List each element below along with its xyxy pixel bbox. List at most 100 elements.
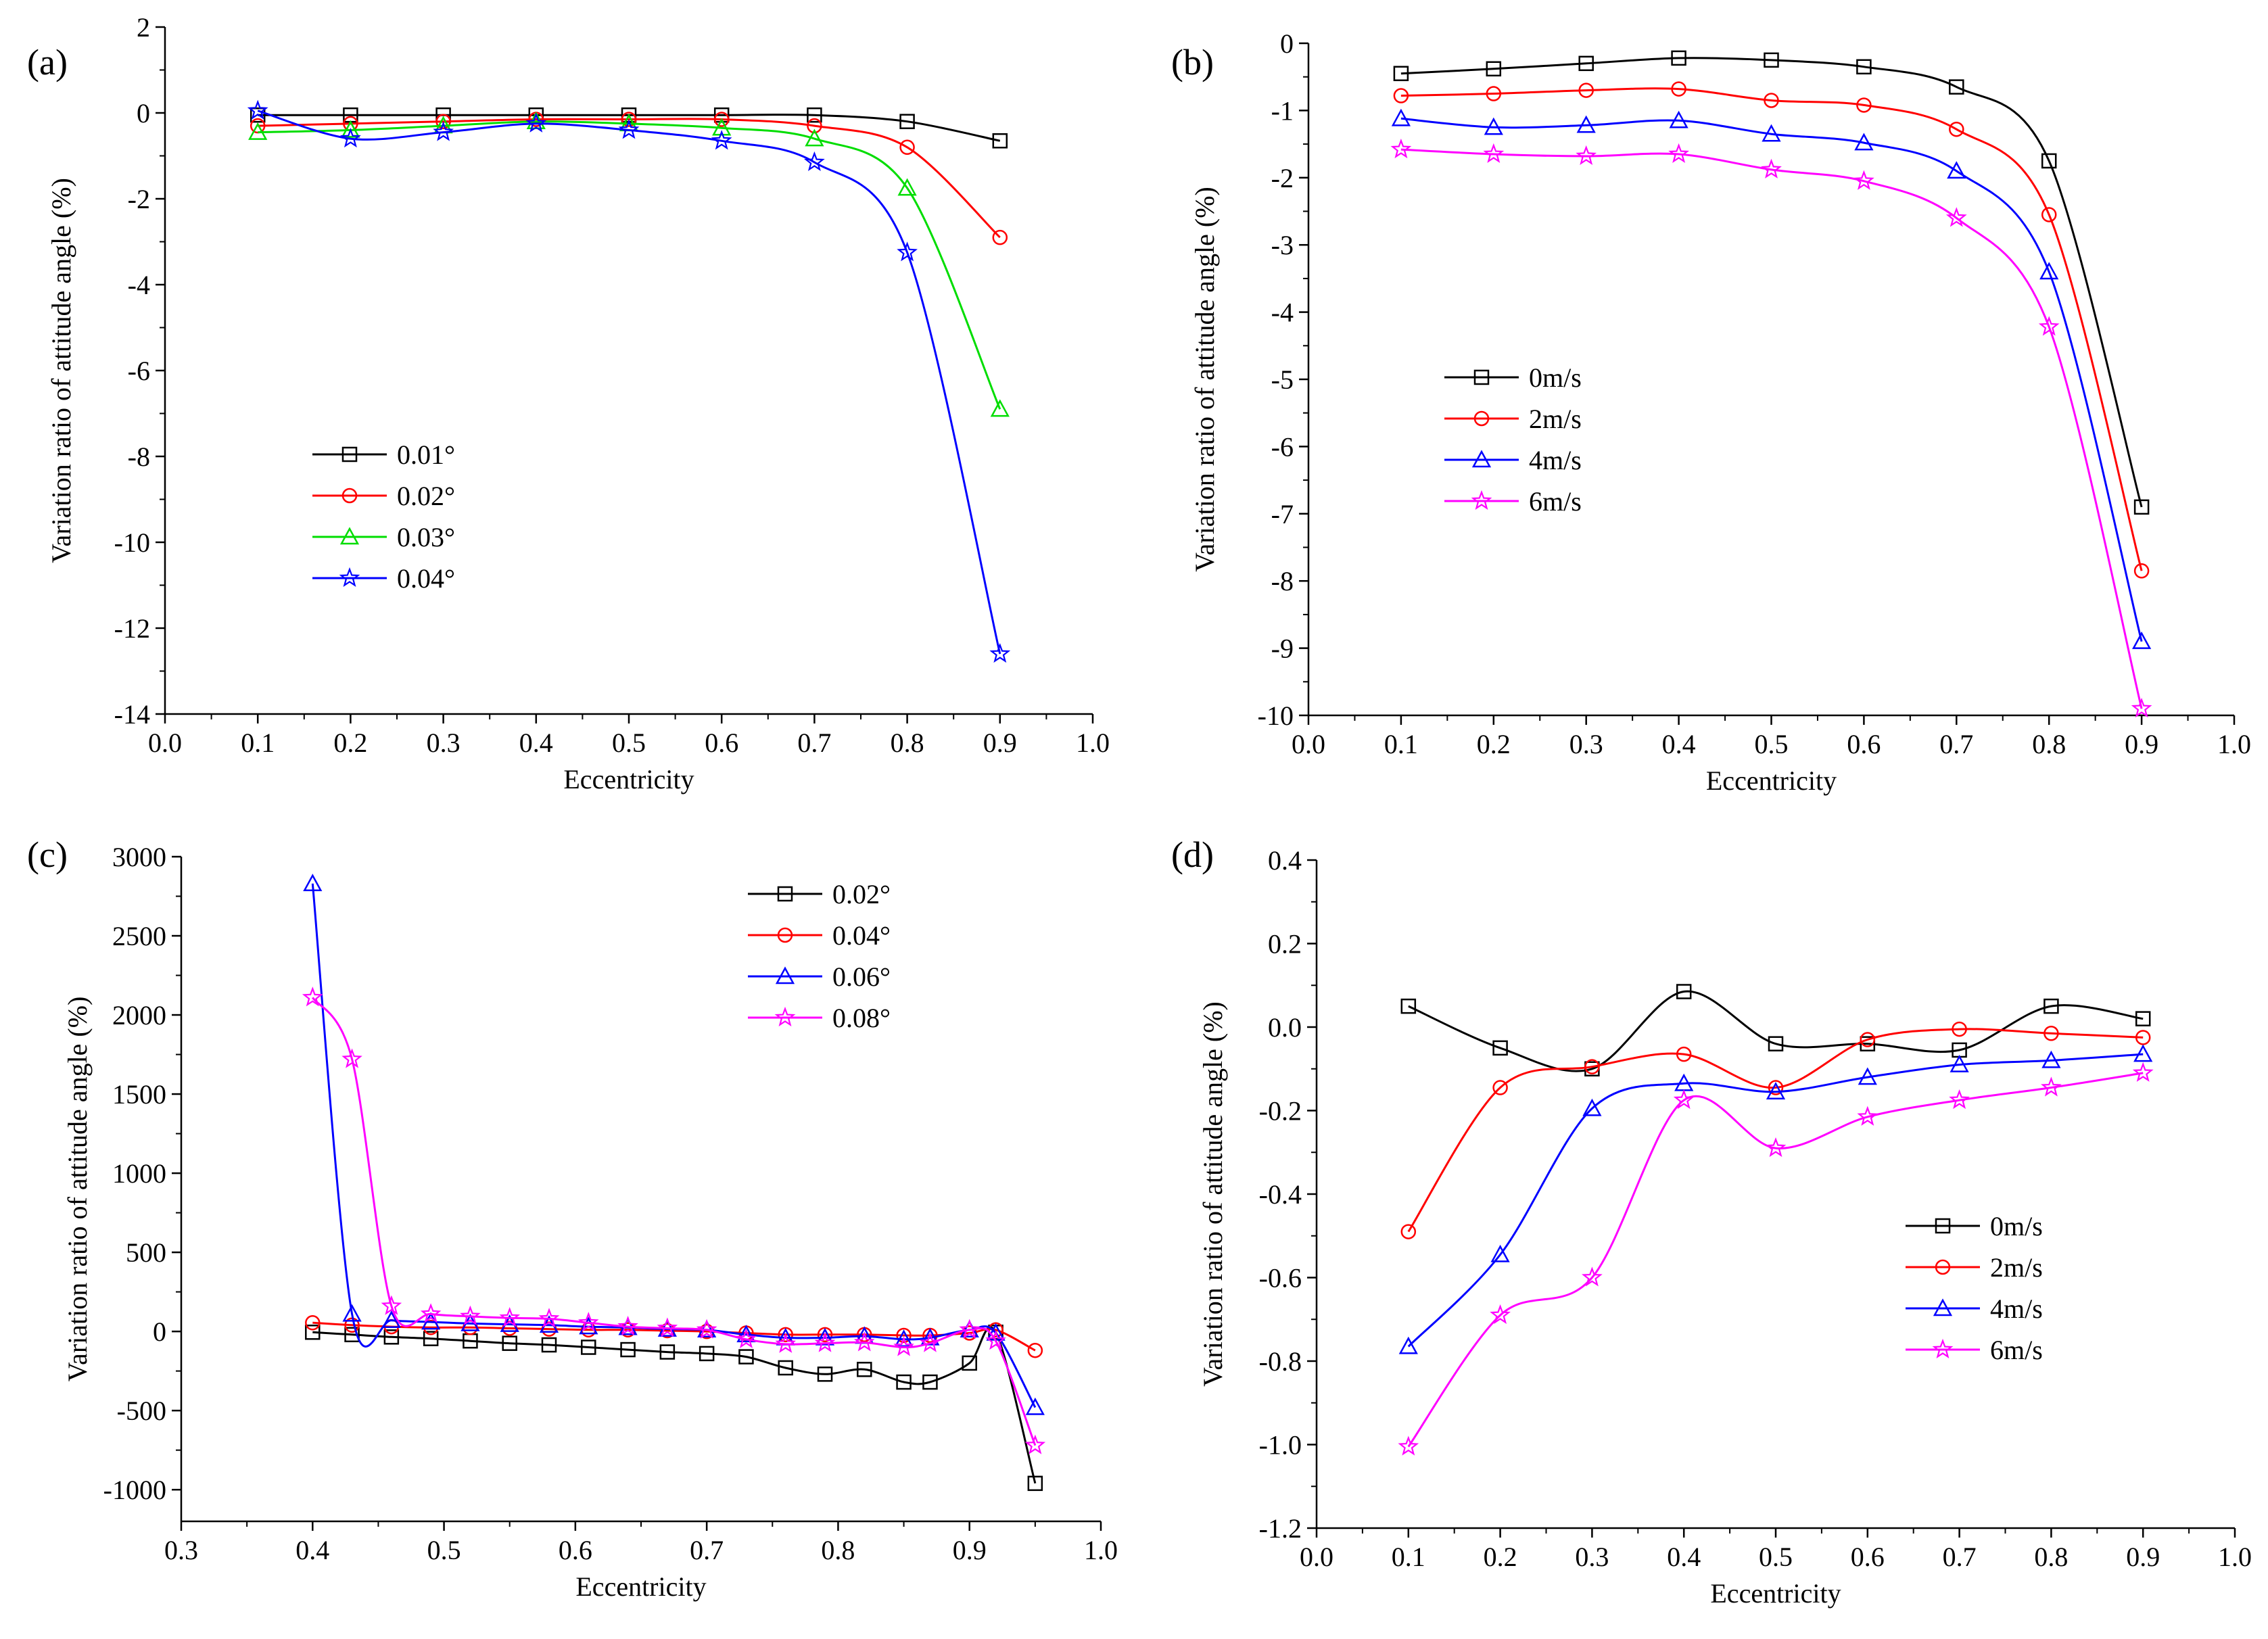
- data-point: [985, 1330, 1006, 1350]
- data-point: [525, 112, 547, 133]
- y-tick-label: 0: [153, 1316, 166, 1347]
- data-point: [807, 118, 822, 134]
- data-point: [992, 229, 1008, 245]
- y-tick-label: 0.2: [1268, 929, 1302, 959]
- y-tick-label: -12: [114, 613, 150, 644]
- data-point: [1671, 81, 1686, 97]
- panel-c: (c) 0.3 0.4 0.5 0.6 0.7 0.8 0.9 1.0 -1000 -500 0 500…: [27, 834, 1118, 1602]
- data-point: [1486, 61, 1502, 77]
- legend-label: 0m/s: [1529, 362, 1582, 393]
- data-point: [617, 1315, 638, 1336]
- data-point: [581, 1339, 596, 1355]
- series-line-2: [258, 120, 1001, 410]
- x-tick-label: 0.0: [1292, 729, 1325, 759]
- data-point: [1761, 158, 1782, 179]
- data-point: [1669, 110, 1688, 128]
- data-point: [962, 1355, 977, 1371]
- legend-label: 6m/s: [1529, 486, 1582, 517]
- series-line-1: [258, 118, 1001, 239]
- x-tick-label: 0.3: [164, 1535, 198, 1565]
- data-point: [775, 1333, 797, 1353]
- x-tick-label: 0.8: [2034, 1542, 2068, 1572]
- y-tick-label: 0: [1280, 28, 1294, 59]
- data-point: [922, 1374, 938, 1390]
- data-point: [2041, 153, 2057, 169]
- series-line-2: [1400, 117, 2143, 642]
- legend-label: 0.04°: [832, 920, 891, 951]
- y-tick-label: -4: [1271, 298, 1294, 328]
- legend-marker: [1932, 1338, 1954, 1359]
- y-axis-label: Variation ratio of attitude angle (%): [1198, 1001, 1228, 1387]
- y-tick-label: -14: [114, 699, 150, 730]
- x-tick-label: 0.9: [953, 1535, 987, 1565]
- data-point: [620, 1341, 636, 1358]
- data-point: [250, 107, 266, 123]
- data-point: [699, 1346, 715, 1362]
- data-point: [502, 1335, 517, 1351]
- data-point: [1766, 1082, 1786, 1099]
- data-point: [2133, 1044, 2153, 1062]
- series-line-3: [312, 997, 1037, 1446]
- data-point: [340, 127, 361, 148]
- legend-label: 2m/s: [1990, 1252, 2043, 1283]
- data-point: [620, 1322, 636, 1338]
- x-tick-label: 0.0: [1300, 1542, 1333, 1572]
- y-tick-label: -7: [1271, 499, 1294, 529]
- x-tick-label: 0.3: [1575, 1542, 1609, 1572]
- data-point: [736, 1325, 756, 1343]
- data-point: [420, 1303, 442, 1323]
- data-point: [305, 1325, 321, 1340]
- data-point: [1857, 1106, 1879, 1126]
- data-point: [433, 121, 454, 141]
- data-point: [1856, 59, 1872, 75]
- x-tick-label: 1.0: [2217, 729, 2251, 759]
- data-point: [435, 114, 451, 129]
- data-point: [1676, 984, 1692, 999]
- x-tick-label: 0.4: [296, 1535, 329, 1565]
- y-tick-label: 2000: [112, 1000, 166, 1030]
- data-point: [2041, 207, 2057, 222]
- data-point: [1025, 1397, 1045, 1415]
- series-line-3: [257, 110, 1001, 655]
- data-point: [2043, 998, 2059, 1014]
- data-point: [804, 151, 825, 172]
- legend-marker: [777, 927, 793, 943]
- x-tick-label: 0.8: [821, 1535, 855, 1565]
- data-point: [577, 1312, 599, 1332]
- data-point: [248, 122, 268, 140]
- series-line-2: [1407, 1053, 2144, 1348]
- x-tick-label: 1.0: [1076, 728, 1110, 758]
- data-point: [1949, 1089, 1970, 1110]
- data-point: [1486, 86, 1502, 101]
- data-point: [2043, 1026, 2059, 1041]
- data-point: [959, 1319, 981, 1339]
- legend-label: 0.06°: [832, 961, 891, 992]
- data-point: [1584, 1059, 1600, 1074]
- data-point: [1762, 124, 1781, 142]
- data-point: [1576, 145, 1597, 166]
- data-point: [853, 1331, 875, 1352]
- data-point: [989, 642, 1011, 663]
- data-point: [738, 1349, 754, 1364]
- y-tick-label: 0.4: [1268, 845, 1302, 876]
- x-tick-label: 0.8: [891, 728, 924, 758]
- x-tick-label: 0.7: [1943, 1542, 1977, 1572]
- legend-label: 0m/s: [1990, 1211, 2043, 1241]
- data-point: [1027, 1475, 1043, 1492]
- legend-marker: [1935, 1218, 1951, 1234]
- y-tick-label: -0.6: [1259, 1263, 1302, 1293]
- y-tick-label: 500: [126, 1237, 166, 1268]
- data-point: [1398, 1336, 1418, 1354]
- data-point: [894, 1329, 914, 1348]
- data-point: [1391, 108, 1411, 126]
- x-tick-label: 0.7: [690, 1535, 724, 1565]
- data-point: [696, 1319, 717, 1339]
- legend-label: 0.01°: [397, 440, 455, 470]
- data-point: [713, 112, 730, 127]
- data-point: [1764, 52, 1779, 68]
- x-tick-label: 0.5: [1755, 729, 1789, 759]
- data-point: [383, 1329, 400, 1345]
- data-point: [1492, 1040, 1508, 1056]
- x-tick-label: 0.4: [519, 728, 553, 758]
- y-tick-label: -8: [1271, 566, 1294, 596]
